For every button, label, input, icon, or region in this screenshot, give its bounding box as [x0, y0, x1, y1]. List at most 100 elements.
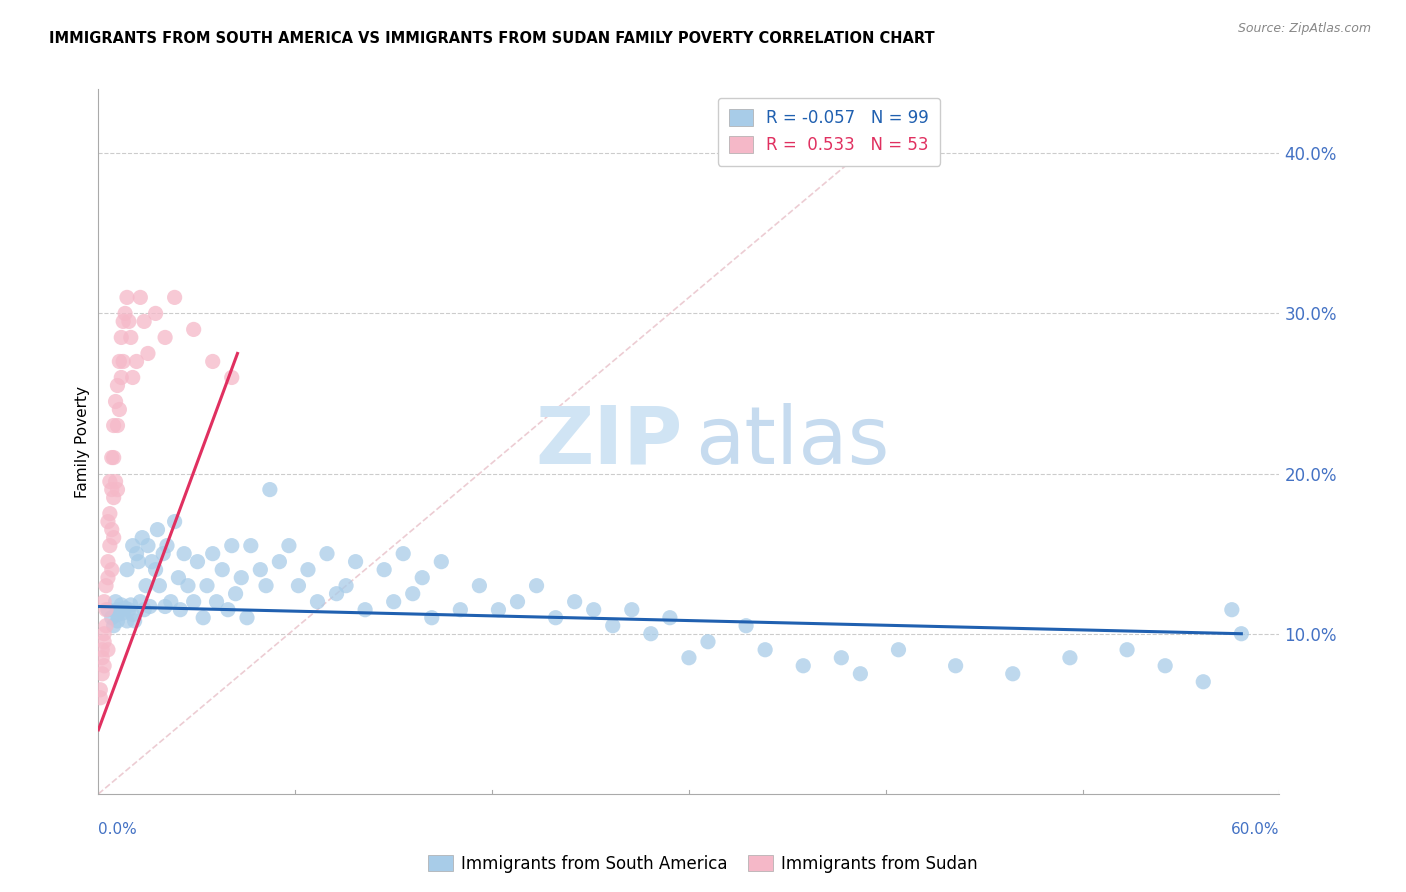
Point	[129, 595, 152, 609]
Point	[134, 314, 156, 328]
Point	[91, 666, 114, 681]
Point	[135, 579, 157, 593]
Point	[186, 555, 208, 569]
Point	[136, 539, 159, 553]
Point	[104, 394, 127, 409]
Point	[120, 330, 142, 344]
Text: ZIP: ZIP	[536, 402, 683, 481]
Point	[97, 555, 120, 569]
Point	[325, 587, 347, 601]
Point	[100, 483, 122, 497]
Point	[221, 370, 243, 384]
Point	[136, 346, 159, 360]
Point	[382, 595, 405, 609]
Point	[121, 607, 143, 622]
Point	[104, 475, 127, 489]
Point	[148, 579, 170, 593]
Point	[411, 571, 433, 585]
Point	[114, 601, 136, 615]
Point	[153, 330, 176, 344]
Point	[121, 539, 143, 553]
Point	[526, 579, 548, 593]
Point	[110, 330, 132, 344]
Point	[110, 370, 132, 384]
Point	[98, 475, 121, 489]
Point	[94, 603, 117, 617]
Point	[754, 642, 776, 657]
Point	[131, 531, 153, 545]
Point	[100, 450, 122, 465]
Point	[163, 515, 186, 529]
Point	[145, 563, 167, 577]
Legend: Immigrants from South America, Immigrants from Sudan: Immigrants from South America, Immigrant…	[422, 848, 984, 880]
Point	[145, 306, 167, 320]
Point	[183, 322, 205, 336]
Point	[849, 666, 872, 681]
Point	[1154, 658, 1177, 673]
Point	[156, 539, 179, 553]
Point	[239, 539, 262, 553]
Point	[678, 650, 700, 665]
Point	[115, 614, 138, 628]
Point	[506, 595, 529, 609]
Point	[488, 603, 510, 617]
Point	[103, 618, 125, 632]
Point	[100, 523, 122, 537]
Point	[249, 563, 271, 577]
Point	[118, 314, 141, 328]
Point	[602, 618, 624, 632]
Point	[115, 563, 138, 577]
Point	[107, 483, 129, 497]
Point	[344, 555, 367, 569]
Point	[177, 579, 200, 593]
Point	[1230, 626, 1253, 640]
Point	[1059, 650, 1081, 665]
Point	[146, 523, 169, 537]
Point	[112, 314, 135, 328]
Point	[94, 579, 117, 593]
Point	[139, 599, 162, 614]
Point	[129, 290, 152, 304]
Point	[307, 595, 329, 609]
Point	[430, 555, 453, 569]
Point	[735, 618, 758, 632]
Point	[287, 579, 309, 593]
Point	[100, 610, 122, 624]
Point	[104, 595, 127, 609]
Point	[254, 579, 277, 593]
Point	[94, 618, 117, 632]
Point	[697, 634, 720, 648]
Point	[195, 579, 218, 593]
Point	[114, 306, 136, 320]
Point	[97, 515, 120, 529]
Point	[354, 603, 377, 617]
Point	[183, 595, 205, 609]
Text: Source: ZipAtlas.com: Source: ZipAtlas.com	[1237, 22, 1371, 36]
Point	[115, 290, 138, 304]
Point	[335, 579, 357, 593]
Point	[91, 642, 114, 657]
Point	[163, 290, 186, 304]
Text: 60.0%: 60.0%	[1232, 822, 1279, 837]
Point	[211, 563, 233, 577]
Text: atlas: atlas	[695, 402, 889, 481]
Point	[564, 595, 586, 609]
Point	[118, 603, 141, 617]
Point	[108, 354, 131, 368]
Point	[1001, 666, 1024, 681]
Point	[1116, 642, 1139, 657]
Point	[392, 547, 415, 561]
Point	[373, 563, 395, 577]
Point	[201, 547, 224, 561]
Point	[277, 539, 299, 553]
Point	[97, 571, 120, 585]
Point	[103, 531, 125, 545]
Point	[221, 539, 243, 553]
Point	[167, 571, 190, 585]
Point	[112, 354, 135, 368]
Point	[217, 603, 239, 617]
Point	[89, 690, 111, 705]
Point	[89, 682, 111, 697]
Point	[236, 610, 259, 624]
Point	[141, 555, 163, 569]
